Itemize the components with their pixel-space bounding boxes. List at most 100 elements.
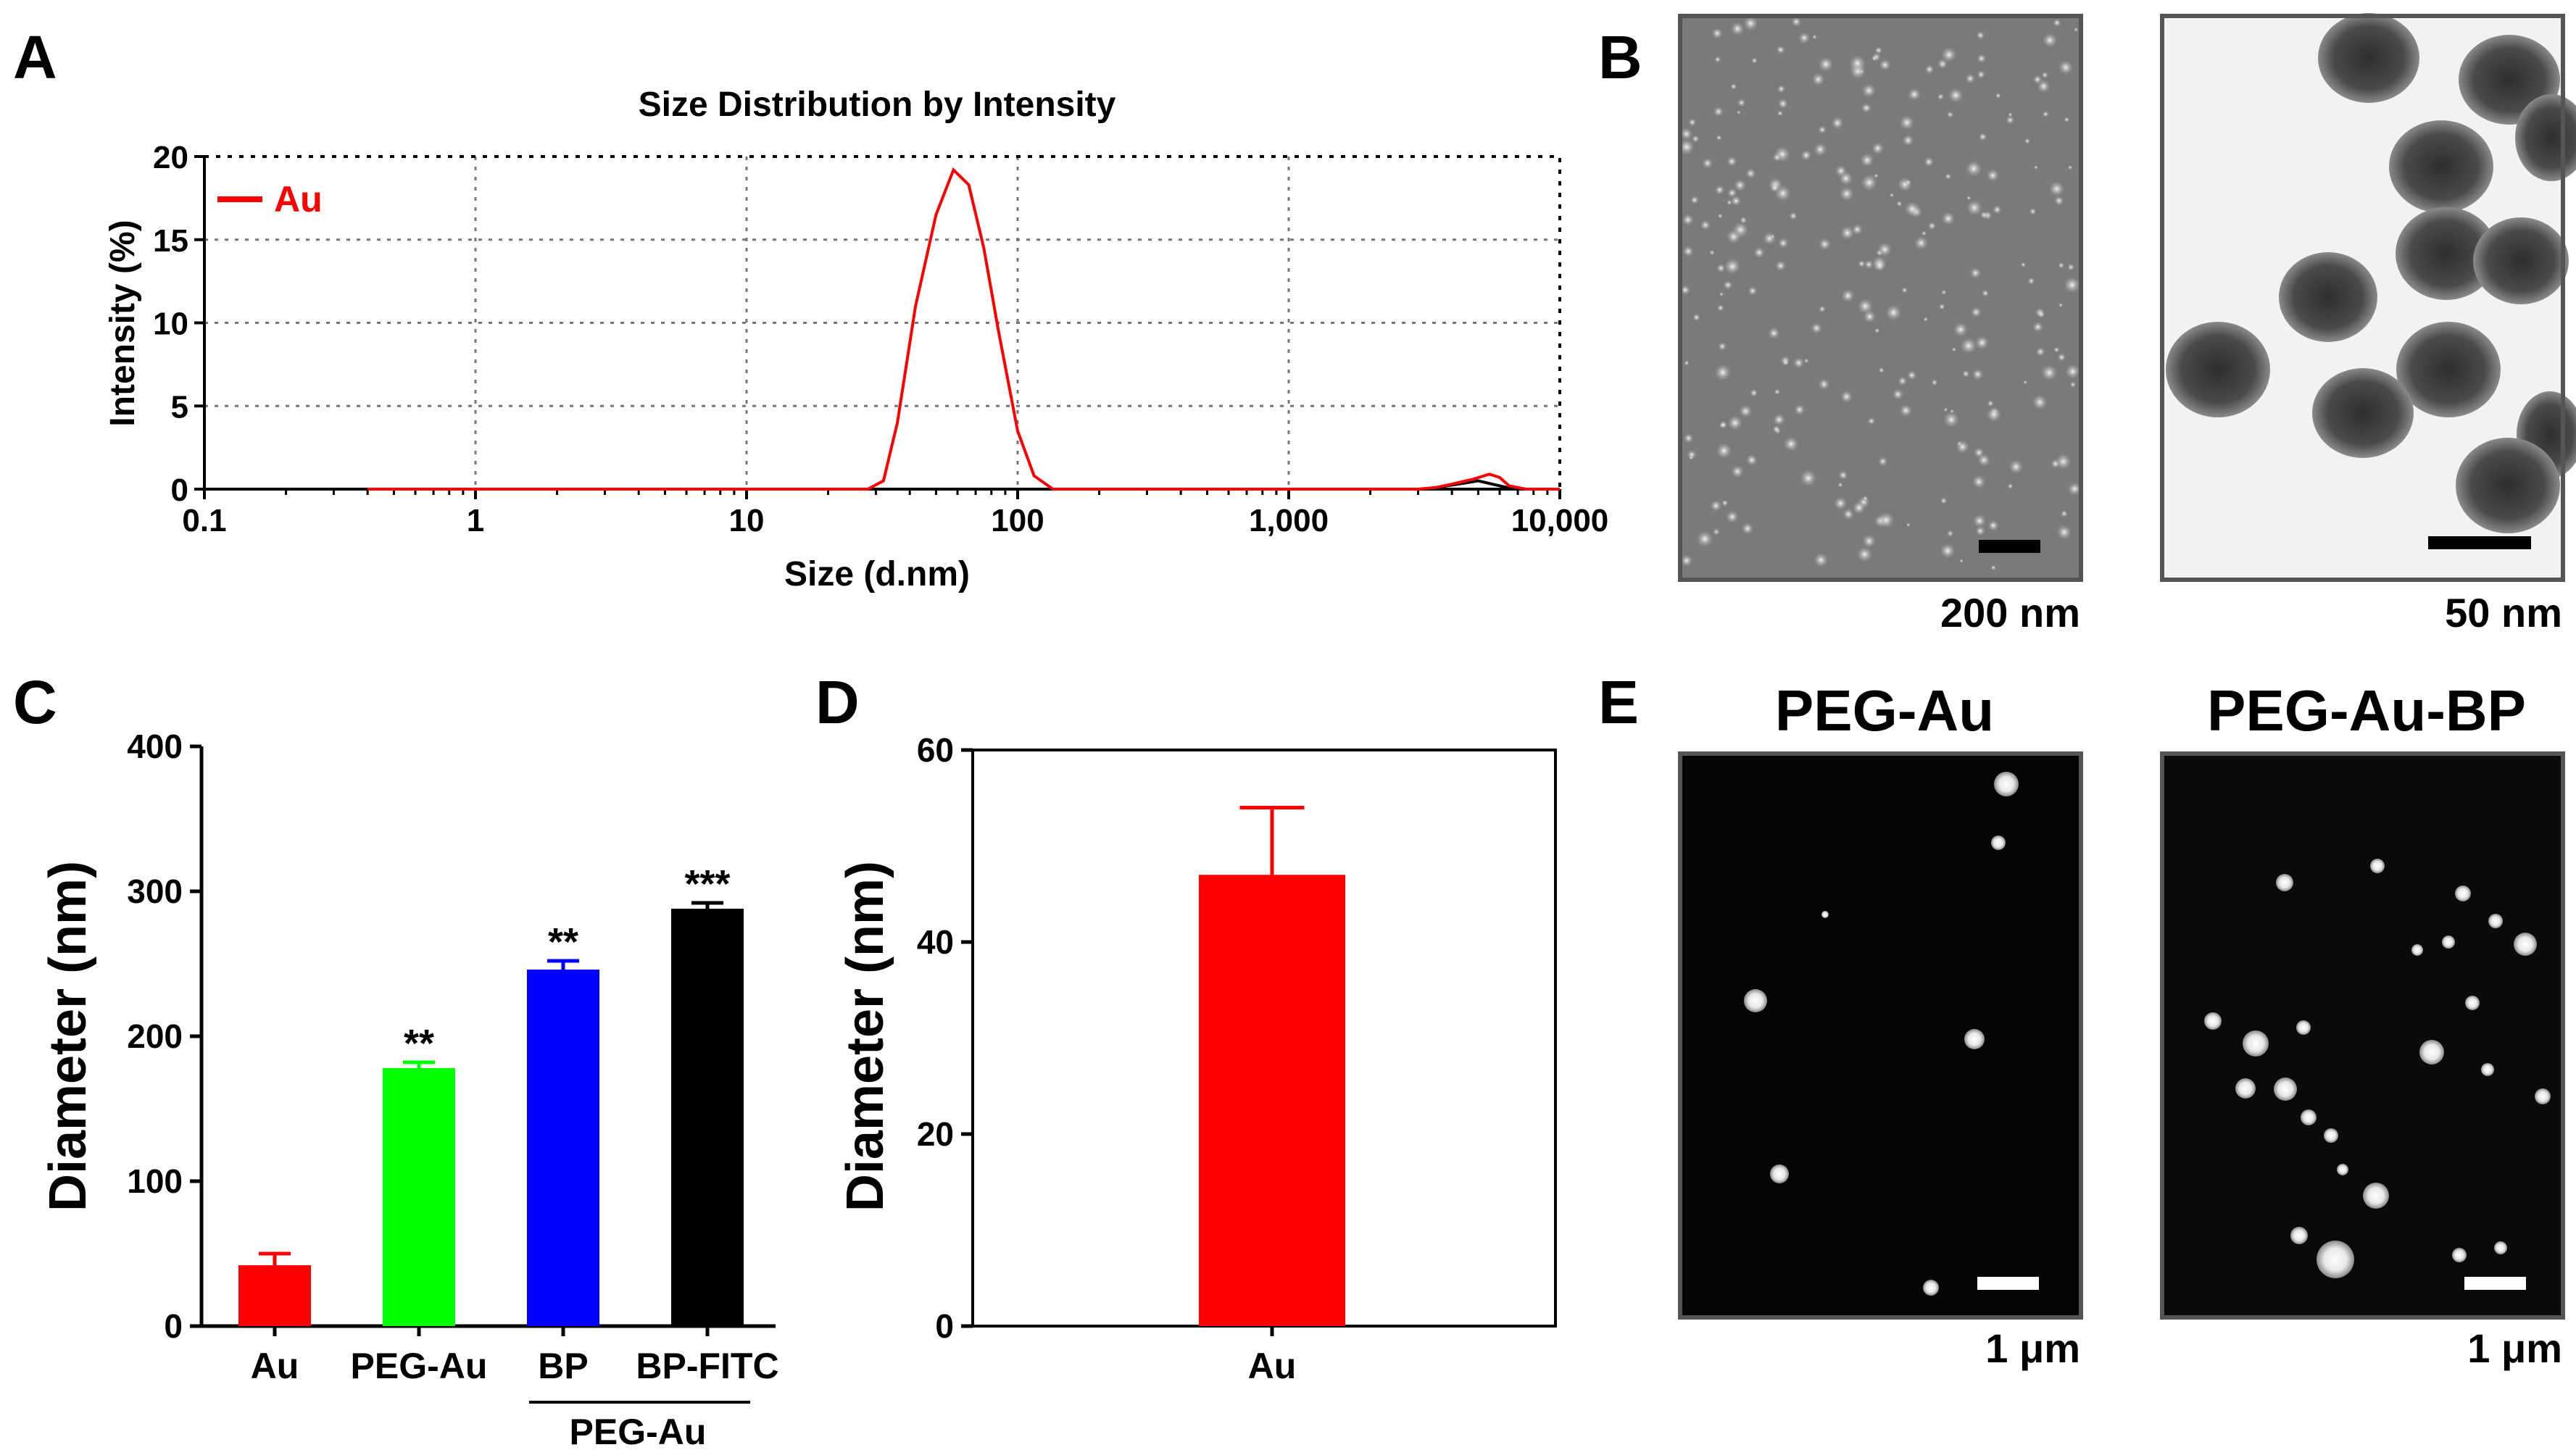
sem-particle bbox=[2041, 71, 2049, 79]
chart-c-bar-Au bbox=[238, 1265, 311, 1326]
sem-particle bbox=[1924, 157, 1935, 167]
sem-particle bbox=[1977, 453, 1991, 467]
sem-particle bbox=[2065, 364, 2081, 380]
sem-particle bbox=[1945, 172, 1952, 180]
chart-c-significance: ** bbox=[548, 920, 578, 964]
peg-au-scale-label: 1 μm bbox=[1985, 1325, 2080, 1371]
sem-particle bbox=[1871, 142, 1885, 155]
peg-au-bp-particle bbox=[2419, 1040, 2444, 1064]
sem-particle bbox=[1904, 201, 1920, 217]
sem-particle bbox=[1862, 495, 1869, 501]
sem-particle bbox=[1995, 92, 2001, 99]
chart-d-ytick-label: 40 bbox=[917, 923, 954, 961]
panel-label-a: A bbox=[13, 23, 57, 91]
sem-particle bbox=[2037, 79, 2051, 93]
sem-particle bbox=[1840, 225, 1855, 241]
sem-particle bbox=[1981, 289, 1990, 297]
sem-particle bbox=[1864, 259, 1874, 270]
sem-particle bbox=[1899, 114, 1915, 130]
sem-particle bbox=[2064, 276, 2081, 294]
chart-c-bar-BP bbox=[527, 970, 599, 1326]
sem-particle bbox=[1719, 420, 1728, 429]
sem-particle bbox=[1783, 436, 1799, 452]
sem-frame bbox=[1678, 14, 2083, 582]
sem-particle bbox=[1896, 200, 1903, 207]
sem-particle bbox=[1833, 496, 1848, 510]
sem-particle bbox=[1867, 417, 1876, 425]
peg-au-bp-particle bbox=[2274, 1078, 2297, 1101]
sem-particle bbox=[1689, 455, 1694, 460]
peg-au-particle bbox=[1923, 1280, 1939, 1296]
sem-particle bbox=[1838, 470, 1848, 480]
sem-particle bbox=[2055, 453, 2072, 470]
peg-au-scale-bar bbox=[1977, 1277, 2039, 1290]
sem-particle bbox=[1948, 87, 1964, 104]
diameter-bar-chart-c: 0 100 200 300 400 Au PEG-Au ** BP ** BP-FITC *** P… bbox=[39, 728, 779, 1450]
sem-particle bbox=[1899, 404, 1913, 417]
sem-particle bbox=[2053, 18, 2061, 28]
sem-image bbox=[1678, 14, 2083, 582]
sem-particle bbox=[1772, 413, 1786, 426]
sem-particle bbox=[1811, 322, 1823, 334]
peg-au-bp-particle bbox=[2514, 933, 2537, 956]
sem-particle bbox=[1970, 307, 1982, 318]
sem-particle bbox=[1721, 499, 1729, 507]
sem-particle bbox=[1877, 512, 1895, 529]
sem-particle bbox=[1712, 528, 1721, 536]
sem-particle bbox=[1775, 260, 1787, 272]
sem-background bbox=[1680, 16, 2081, 580]
peg-au-bp-particle bbox=[2481, 1063, 2494, 1076]
sem-particle bbox=[1877, 242, 1892, 257]
sem-particle bbox=[1938, 303, 1945, 310]
sem-particle bbox=[2027, 277, 2035, 285]
sem-particle bbox=[2020, 262, 2027, 268]
peg-au-bp-particle bbox=[2324, 1128, 2338, 1143]
sem-particle bbox=[1831, 116, 1845, 130]
chart-c-ytick-label: 300 bbox=[127, 872, 183, 910]
sem-particle bbox=[1716, 134, 1722, 141]
peg-au-bp-background bbox=[2162, 754, 2563, 1317]
sem-particle bbox=[1905, 179, 1911, 186]
sem-particle bbox=[1840, 390, 1853, 404]
sem-particle bbox=[1961, 370, 1970, 378]
chart-a-series bbox=[367, 167, 1560, 491]
sem-particle bbox=[1879, 59, 1892, 71]
sem-particle bbox=[1990, 564, 1997, 571]
sem-particle bbox=[1965, 160, 1982, 178]
sem-particle bbox=[1777, 84, 1786, 93]
sem-particle bbox=[1709, 249, 1716, 256]
sem-particle bbox=[1813, 142, 1827, 157]
panel-label-e: E bbox=[1598, 668, 1639, 736]
chart-a-xtick-label: 10,000 bbox=[1511, 503, 1609, 538]
sem-particle bbox=[1740, 216, 1748, 225]
chart-a-ytick-label: 0 bbox=[171, 472, 188, 508]
sem-particle bbox=[1711, 28, 1723, 39]
sem-particle bbox=[1800, 149, 1812, 162]
sem-particle bbox=[1914, 236, 1929, 251]
sem-particle bbox=[1680, 285, 1691, 296]
sem-particle bbox=[1943, 407, 1948, 412]
chart-a-y-label: Intensity (%) bbox=[104, 220, 142, 426]
sem-particle bbox=[1789, 212, 1798, 220]
chart-d-ytick-label: 60 bbox=[917, 731, 954, 769]
chart-a-xtick-label: 1 bbox=[467, 503, 484, 538]
peg-au-bp-particle bbox=[2370, 859, 2385, 873]
peg-au-bp-particle bbox=[2465, 996, 2480, 1010]
chart-a-ytick-label: 20 bbox=[153, 140, 188, 175]
sem-particle bbox=[1716, 442, 1732, 459]
sem-particle bbox=[1690, 195, 1700, 205]
sem-particle bbox=[1678, 138, 1695, 156]
chart-d-ticks: 0 20 40 60 bbox=[917, 731, 973, 1345]
sem-particle bbox=[1818, 238, 1832, 251]
sem-particle bbox=[1940, 543, 1956, 559]
sem-particle bbox=[1730, 22, 1745, 36]
sem-particle bbox=[1772, 425, 1781, 433]
e-right-title: PEG-Au-BP bbox=[2207, 678, 2526, 743]
tem-nanoparticle bbox=[2396, 322, 2501, 417]
panel-e-micrographs: PEG-Au PEG-Au-BP 1 μm 1 μm bbox=[1678, 678, 2565, 1371]
sem-particle bbox=[1921, 230, 1927, 236]
sem-particle bbox=[1946, 530, 1954, 537]
chart-c-ytick-label: 400 bbox=[127, 728, 183, 765]
tem-nanoparticle bbox=[2389, 120, 2493, 213]
sem-particle bbox=[1951, 346, 1957, 352]
